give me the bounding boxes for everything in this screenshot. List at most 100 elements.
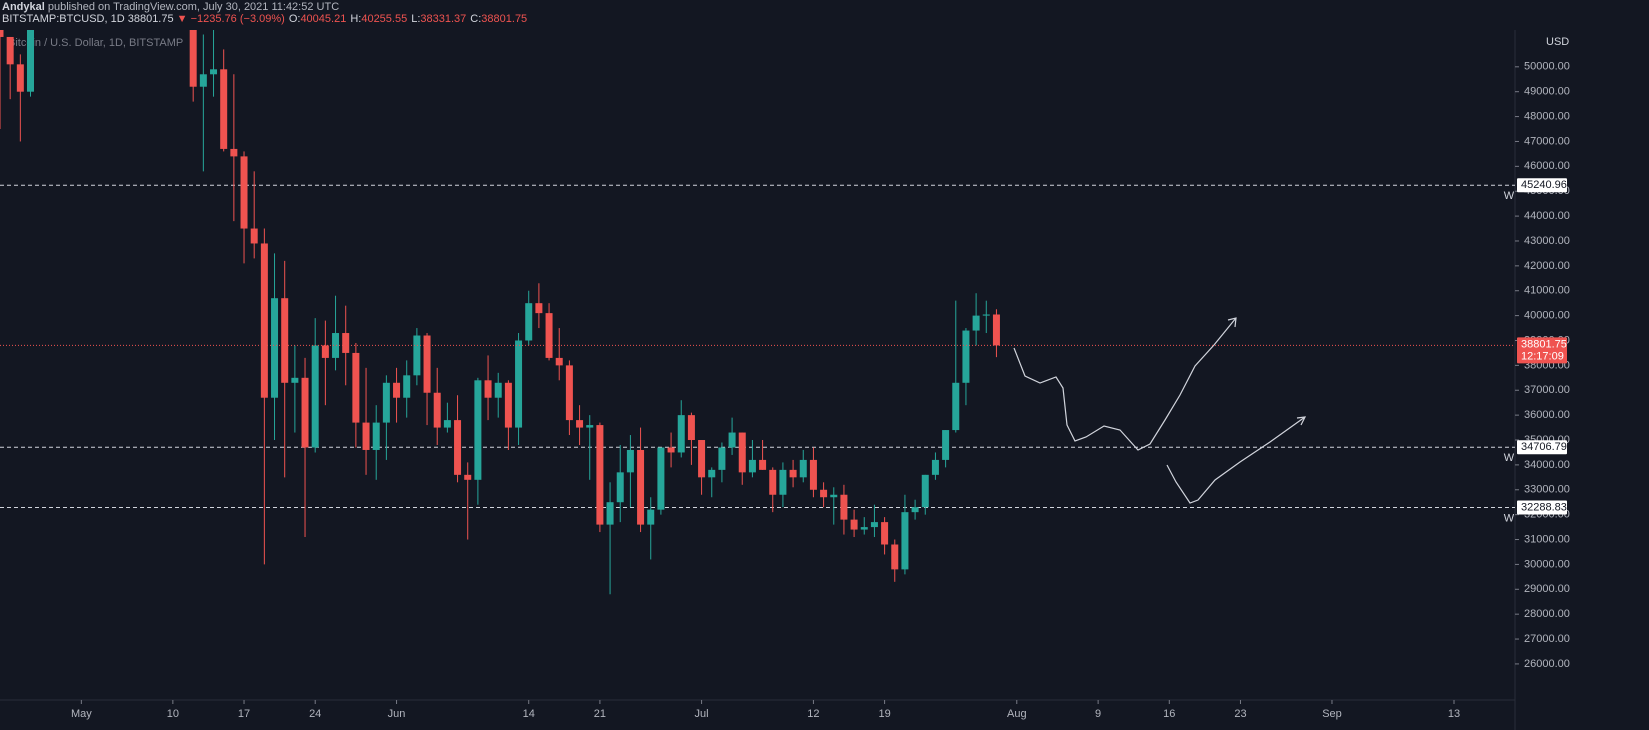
candle-body (504, 382, 512, 428)
freehand-arrowhead (1296, 416, 1307, 426)
y-tick-label: 28000.00 (1524, 608, 1570, 620)
level-label-box (1517, 440, 1567, 455)
candle-body (474, 380, 482, 480)
level-label: 34706.79 (1521, 441, 1567, 453)
level-label: 45240.96 (1521, 179, 1567, 191)
x-tick-label: Aug (1007, 708, 1027, 720)
freehand-arrowhead (1227, 317, 1237, 328)
candle-body (454, 420, 462, 475)
ohlc-value: 40255.55 (361, 13, 407, 25)
price: 38801.75 (128, 13, 174, 25)
y-tick-label: 50000.00 (1524, 61, 1570, 73)
candle-body (708, 469, 716, 478)
author: Andykal (2, 1, 45, 13)
level-label-box (1517, 178, 1567, 193)
candle-body (576, 420, 584, 428)
candle-body (606, 502, 614, 525)
x-tick-label: 13 (1448, 708, 1460, 720)
candle-body (271, 298, 279, 398)
x-tick-label: May (71, 708, 92, 720)
candle-body (820, 489, 828, 498)
chart-title: Bitcoin / U.S. Dollar, 1D, BITSTAMP (8, 37, 183, 49)
candle-body (443, 420, 451, 428)
candle-body (382, 382, 390, 423)
candle-body (189, 30, 197, 87)
y-tick-label: 37000.00 (1524, 384, 1570, 396)
candle-body (738, 432, 746, 473)
y-tick-label: 30000.00 (1524, 558, 1570, 570)
x-tick-label: 16 (1163, 708, 1175, 720)
freehand-path (1166, 416, 1306, 504)
y-tick-label: 49000.00 (1524, 86, 1570, 98)
y-tick-label: 41000.00 (1524, 285, 1570, 297)
candles (0, 30, 1000, 595)
candle-body (210, 69, 218, 75)
candle-body (413, 335, 421, 376)
candle-body (352, 352, 360, 423)
y-tick-label: 48000.00 (1524, 110, 1570, 122)
level-label-box (1517, 500, 1567, 515)
candle-body (677, 415, 685, 453)
candle-body (809, 459, 817, 490)
candle-body (494, 382, 502, 398)
candle-body (759, 459, 767, 470)
candle-body (362, 422, 370, 450)
candle-body (332, 333, 340, 358)
candle-body (769, 469, 777, 495)
candle-body (545, 313, 553, 358)
y-tick-label: 42000.00 (1524, 260, 1570, 272)
candle-body (240, 156, 248, 229)
y-tick-label: 47000.00 (1524, 135, 1570, 147)
candle-body (535, 303, 543, 314)
ohlc-value: 38801.75 (481, 13, 527, 25)
candle-body (199, 74, 207, 87)
x-tick-label: 14 (523, 708, 535, 720)
candle-body (16, 64, 24, 92)
candle-body (565, 365, 573, 421)
candle-body (6, 36, 14, 65)
candle-body (942, 430, 950, 460)
level-label: 32288.83 (1521, 501, 1567, 513)
ohlc-key: H: (350, 13, 361, 25)
candle-body (27, 30, 35, 92)
candle-body (311, 345, 319, 448)
symbol: BITSTAMP:BTCUSD, 1D (2, 13, 125, 25)
candle-body (952, 382, 960, 431)
candle-body (555, 357, 563, 366)
symbol-line: BITSTAMP:BTCUSD, 1D 38801.75 ▼ −1235.76 … (2, 13, 527, 25)
candle-body (728, 432, 736, 448)
candle-body (830, 494, 838, 498)
y-tick-label: 31000.00 (1524, 533, 1570, 545)
x-tick-label: Jul (695, 708, 709, 720)
candle-body (647, 509, 655, 525)
candle-body (921, 474, 929, 508)
countdown: 12:17:09 (1521, 350, 1564, 362)
candle-body (850, 519, 858, 530)
y-tick-label: 29000.00 (1524, 583, 1570, 595)
ohlc-key: O: (289, 13, 301, 25)
candle-body (779, 469, 787, 495)
candle-body (301, 377, 309, 448)
ohlc-key: C: (470, 13, 481, 25)
level-tag: W (1504, 512, 1515, 524)
ohlc-key: L: (411, 13, 420, 25)
candle-body (342, 333, 350, 353)
candle-body (860, 527, 868, 530)
candle-body (870, 522, 878, 528)
candle-body (931, 459, 939, 475)
level-tag: W (1504, 452, 1515, 464)
x-tick-label: 17 (238, 708, 250, 720)
candle-body (281, 298, 289, 383)
last-price-box (1517, 337, 1567, 364)
ohlc-value: 40045.21 (300, 13, 346, 25)
candle-body (372, 422, 380, 450)
candle-body (393, 382, 401, 398)
candle-body (718, 447, 726, 470)
candle-body (321, 345, 329, 358)
candle-body (423, 335, 431, 393)
y-tick-label: 26000.00 (1524, 658, 1570, 670)
candle-body (616, 472, 624, 503)
